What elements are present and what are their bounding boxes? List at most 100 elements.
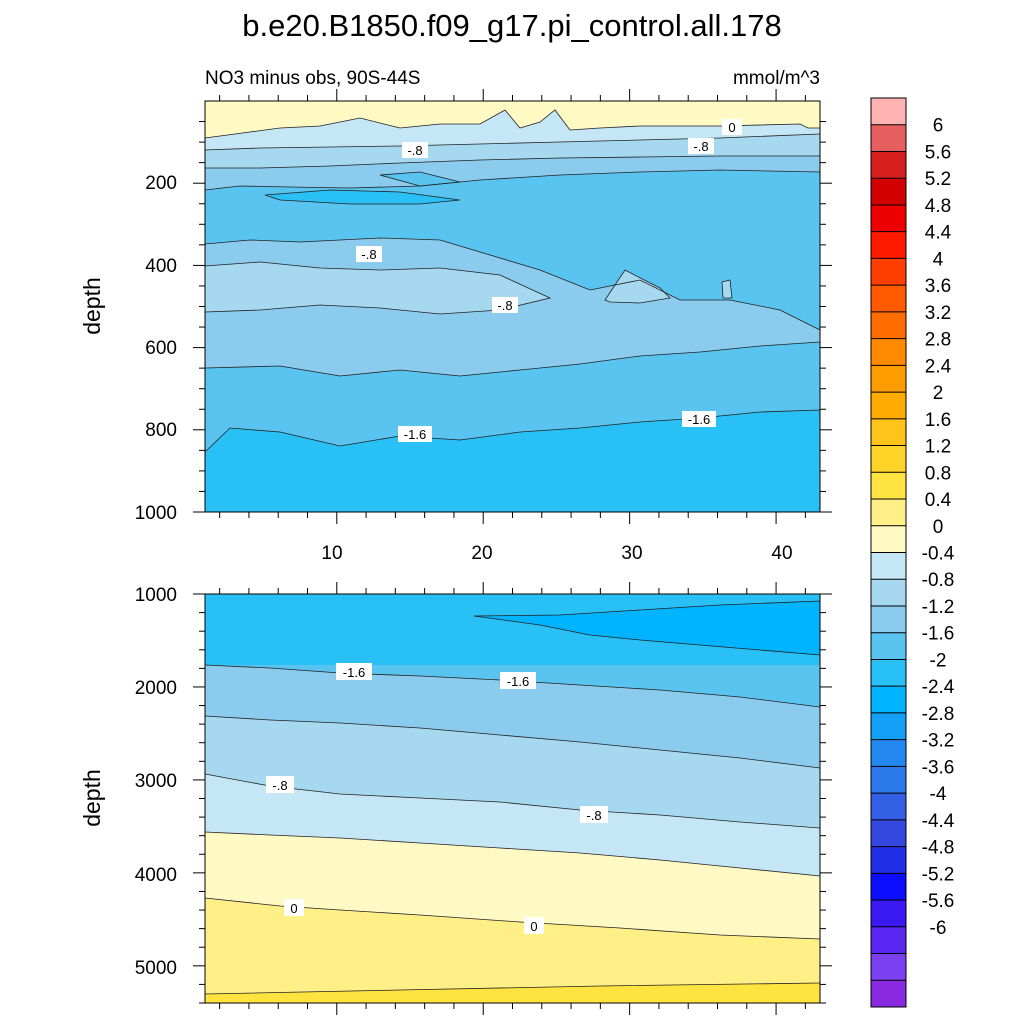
y-tick-label: 4000 bbox=[135, 865, 177, 886]
colorbar-swatch bbox=[871, 632, 906, 660]
bottom-panel-lines bbox=[204, 600, 821, 995]
colorbar-label: 3.2 bbox=[925, 303, 951, 324]
colorbar-swatch bbox=[871, 873, 906, 901]
colorbar-label: -5.2 bbox=[922, 864, 955, 885]
cell-fill-c bbox=[205, 262, 550, 314]
cell-fill-d bbox=[605, 270, 670, 303]
subtitle-left: NO3 minus obs, 90S-44S bbox=[205, 68, 420, 89]
colorbar-label: 4.4 bbox=[925, 223, 952, 244]
contour-line bbox=[204, 109, 820, 139]
contour-label: -.8 bbox=[586, 808, 601, 823]
colorbar-label: 5.6 bbox=[925, 143, 951, 164]
colorbar-label: -1.6 bbox=[922, 624, 955, 645]
colorbar-swatch bbox=[871, 285, 906, 313]
contour-label: -.8 bbox=[407, 143, 422, 158]
top-panel-lines bbox=[204, 109, 821, 453]
colorbar-label: 4 bbox=[933, 249, 944, 270]
colorbar-label: 0 bbox=[933, 517, 944, 538]
bottom-contour-labels: -1.6 -1.6 -.8 -.8 0 0 bbox=[266, 663, 608, 934]
colorbar-swatch bbox=[871, 819, 906, 847]
band-fill-pos0 bbox=[205, 101, 820, 138]
colorbar-label: 0.8 bbox=[925, 463, 951, 484]
colorbar-label: 2 bbox=[933, 383, 944, 404]
contour-label: -.8 bbox=[497, 298, 512, 313]
colorbar-swatch bbox=[871, 846, 906, 874]
colorbar-label: -1.2 bbox=[922, 597, 955, 618]
colorbar-swatch bbox=[871, 178, 906, 206]
colorbar-label: 4.8 bbox=[925, 196, 951, 217]
colorbar-swatch bbox=[871, 900, 906, 928]
contour-line bbox=[204, 982, 821, 995]
chart-title: b.e20.B1850.f09_g17.pi_control.all.178 bbox=[242, 8, 782, 43]
y-tick-label: 800 bbox=[145, 420, 177, 441]
colorbar-swatch bbox=[871, 953, 906, 981]
colorbar-swatch bbox=[871, 605, 906, 634]
contour-label: -.8 bbox=[272, 778, 287, 793]
contour-label: -.8 bbox=[693, 139, 708, 154]
cell-fill-e bbox=[722, 280, 732, 298]
bottom-ticks bbox=[193, 582, 832, 1015]
contour-label: -1.6 bbox=[343, 665, 365, 680]
colorbar-swatch bbox=[871, 472, 906, 500]
colorbar-swatch bbox=[871, 98, 906, 126]
bottom-y-tick-labels: 1000 2000 3000 4000 5000 bbox=[135, 585, 177, 979]
x-tick-label: 30 bbox=[621, 543, 642, 564]
colorbar-label: 6 bbox=[933, 116, 944, 137]
colorbar-label: -4 bbox=[930, 784, 947, 805]
contour-label: -1.6 bbox=[404, 427, 426, 442]
colorbar-label: 0.4 bbox=[925, 490, 952, 511]
colorbar-swatch bbox=[871, 739, 906, 767]
top-y-axis-label: depth bbox=[79, 277, 105, 335]
colorbar-label: -4.8 bbox=[922, 838, 955, 859]
colorbar-swatch bbox=[871, 418, 906, 446]
colorbar-swatch bbox=[871, 231, 906, 259]
contour-line bbox=[473, 600, 821, 617]
y-tick-label: 200 bbox=[145, 173, 177, 194]
colorbar-swatch bbox=[871, 258, 906, 286]
colorbar-swatch bbox=[871, 204, 906, 232]
subtitle-right: mmol/m^3 bbox=[733, 68, 820, 89]
contour-line bbox=[204, 341, 821, 377]
contour-label: -1.6 bbox=[688, 412, 710, 427]
colorbar-label: -2 bbox=[930, 650, 947, 671]
contour-line bbox=[721, 279, 733, 299]
colorbar-swatch bbox=[871, 392, 906, 420]
colorbar-label: 2.8 bbox=[925, 330, 951, 351]
x-tick-label: 10 bbox=[321, 543, 342, 564]
colorbar-frame bbox=[870, 97, 907, 1008]
colorbar-swatch bbox=[871, 926, 906, 954]
colorbar-swatch bbox=[871, 686, 906, 714]
contour-line bbox=[204, 831, 821, 877]
top-x-tick-labels: 10 20 30 40 bbox=[321, 543, 792, 564]
contour-line bbox=[473, 615, 821, 656]
contour-label: 0 bbox=[530, 919, 537, 934]
colorbar-label: 2.4 bbox=[925, 356, 952, 377]
colorbar-swatch bbox=[871, 525, 906, 553]
top-y-tick-labels: 200 400 600 800 1000 bbox=[135, 173, 177, 524]
colorbar-label: -6 bbox=[930, 918, 947, 939]
y-tick-label: 1000 bbox=[135, 585, 177, 606]
colorbar-label: -4.4 bbox=[922, 811, 955, 832]
colorbar-swatch bbox=[871, 124, 906, 152]
colorbar-label: 1.6 bbox=[925, 410, 951, 431]
contour-line bbox=[379, 171, 461, 187]
contour-line bbox=[205, 155, 820, 169]
contour-line bbox=[264, 189, 461, 205]
colorbar-label: 5.2 bbox=[925, 169, 951, 190]
colorbar-swatch bbox=[871, 445, 906, 473]
colorbar-label: -2.8 bbox=[922, 704, 955, 725]
y-tick-label: 5000 bbox=[135, 958, 177, 979]
cell-fill-a bbox=[380, 172, 460, 186]
top-panel-fills bbox=[205, 101, 820, 512]
colorbar-swatch bbox=[871, 980, 906, 1008]
colorbar-swatch bbox=[871, 712, 906, 740]
colorbar-swatch bbox=[871, 151, 906, 179]
contour-label: -1.6 bbox=[507, 674, 529, 689]
colorbar-swatch bbox=[871, 552, 906, 580]
y-tick-label: 3000 bbox=[135, 771, 177, 792]
bottom-y-axis-label: depth bbox=[79, 769, 105, 827]
contour-line bbox=[204, 715, 821, 769]
colorbar-label: 1.2 bbox=[925, 437, 951, 458]
y-tick-label: 2000 bbox=[135, 678, 177, 699]
